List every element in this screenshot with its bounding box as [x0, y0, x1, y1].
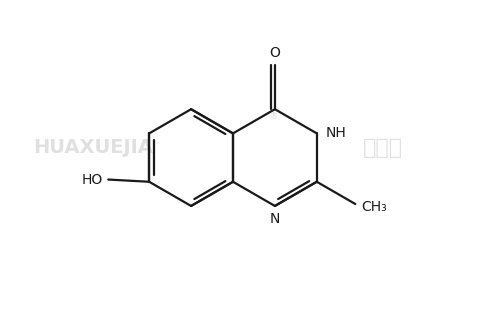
Text: ®: ®	[270, 112, 278, 121]
Text: O: O	[269, 46, 280, 60]
Text: CH₃: CH₃	[361, 200, 387, 214]
Text: N: N	[270, 212, 280, 226]
Text: HO: HO	[81, 172, 102, 187]
Text: 化学加: 化学加	[363, 138, 403, 158]
Text: NH: NH	[326, 126, 346, 140]
Text: HUAXUEJIA: HUAXUEJIA	[33, 139, 152, 157]
